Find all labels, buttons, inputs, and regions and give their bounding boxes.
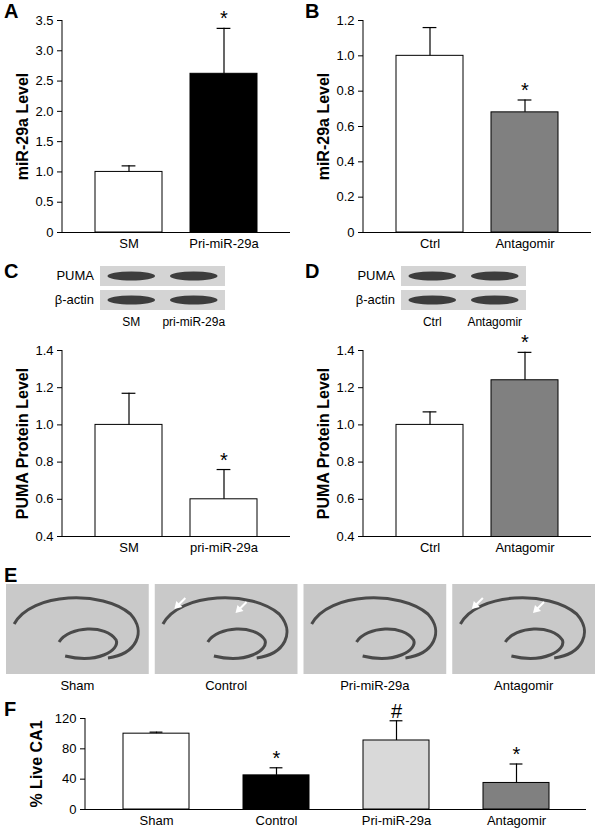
- html-text:A: A: [4, 0, 19, 22]
- svg-text:1.0: 1.0: [336, 48, 354, 63]
- svg-text:*: *: [273, 747, 281, 769]
- svg-text:120: 120: [55, 711, 77, 726]
- svg-text:0: 0: [46, 225, 53, 240]
- svg-text:Control: Control: [205, 678, 247, 693]
- svg-text:3.5: 3.5: [35, 13, 53, 28]
- svg-text:SM: SM: [122, 315, 140, 329]
- svg-text:0.4: 0.4: [336, 529, 354, 544]
- svg-text:Antagomir: Antagomir: [494, 678, 554, 693]
- svg-text:*: *: [220, 7, 228, 29]
- svg-text:0.5: 0.5: [35, 194, 53, 209]
- svg-text:miR-29a Level: miR-29a Level: [14, 73, 31, 181]
- svg-text:Ctrl: Ctrl: [423, 315, 442, 329]
- svg-text:Sham: Sham: [60, 678, 94, 693]
- svg-text:*: *: [521, 331, 529, 353]
- svg-text:1.0: 1.0: [336, 417, 354, 432]
- svg-text:40: 40: [62, 771, 76, 786]
- svg-text:β-actin: β-actin: [55, 292, 94, 307]
- svg-text:Pri-miR-29a: Pri-miR-29a: [340, 678, 410, 693]
- svg-text:1.5: 1.5: [35, 134, 53, 149]
- svg-text:Antagomir: Antagomir: [487, 813, 547, 828]
- svg-text:pri-miR-29a: pri-miR-29a: [190, 540, 259, 555]
- svg-text:0.2: 0.2: [336, 189, 354, 204]
- html-text:B: B: [305, 0, 320, 22]
- svg-text:β-actin: β-actin: [356, 292, 395, 307]
- svg-text:PUMA: PUMA: [357, 268, 395, 283]
- svg-text:2.5: 2.5: [35, 73, 53, 88]
- svg-text:Ctrl: Ctrl: [420, 540, 440, 555]
- svg-text:80: 80: [62, 741, 76, 756]
- svg-text:1.0: 1.0: [35, 164, 53, 179]
- svg-text:1.4: 1.4: [336, 343, 354, 358]
- svg-text:2.0: 2.0: [35, 104, 53, 119]
- svg-text:Pri-miR-29a: Pri-miR-29a: [189, 236, 259, 251]
- svg-text:Ctrl: Ctrl: [420, 236, 440, 251]
- svg-text:1.2: 1.2: [336, 380, 354, 395]
- html-text:D: D: [305, 260, 320, 282]
- svg-text:miR-29a Level: miR-29a Level: [315, 73, 332, 181]
- svg-text:PUMA Protein Level: PUMA Protein Level: [315, 368, 332, 519]
- svg-text:#: #: [391, 700, 403, 722]
- svg-text:1.2: 1.2: [336, 13, 354, 28]
- svg-text:Antagomir: Antagomir: [495, 540, 555, 555]
- svg-text:*: *: [220, 449, 228, 471]
- svg-text:1.0: 1.0: [35, 417, 53, 432]
- svg-text:0.4: 0.4: [336, 154, 354, 169]
- html-text:C: C: [4, 260, 19, 282]
- svg-text:*: *: [513, 743, 521, 765]
- svg-text:SM: SM: [119, 540, 139, 555]
- svg-text:3.0: 3.0: [35, 43, 53, 58]
- svg-text:Antagomir: Antagomir: [495, 236, 555, 251]
- svg-text:Pri-miR-29a: Pri-miR-29a: [362, 813, 432, 828]
- svg-text:1.4: 1.4: [35, 343, 53, 358]
- svg-text:0: 0: [69, 802, 76, 817]
- svg-text:0.6: 0.6: [336, 491, 354, 506]
- svg-text:Antagomir: Antagomir: [467, 315, 522, 329]
- svg-text:PUMA: PUMA: [56, 268, 94, 283]
- svg-text:0.8: 0.8: [336, 83, 354, 98]
- html-text:F: F: [4, 698, 17, 720]
- svg-text:0.8: 0.8: [336, 454, 354, 469]
- svg-text:0: 0: [347, 225, 354, 240]
- svg-text:% Live CA1: % Live CA1: [28, 720, 45, 807]
- svg-text:0.6: 0.6: [35, 491, 53, 506]
- svg-text:Control: Control: [256, 813, 298, 828]
- svg-text:0.8: 0.8: [35, 454, 53, 469]
- svg-text:SM: SM: [119, 236, 139, 251]
- svg-text:Sham: Sham: [140, 813, 174, 828]
- svg-text:0.4: 0.4: [35, 529, 53, 544]
- svg-text:pri-miR-29a: pri-miR-29a: [162, 315, 225, 329]
- svg-text:*: *: [521, 79, 529, 101]
- svg-text:PUMA Protein Level: PUMA Protein Level: [14, 368, 31, 519]
- svg-text:1.2: 1.2: [35, 380, 53, 395]
- html-text:E: E: [4, 564, 18, 586]
- svg-text:0.6: 0.6: [336, 119, 354, 134]
